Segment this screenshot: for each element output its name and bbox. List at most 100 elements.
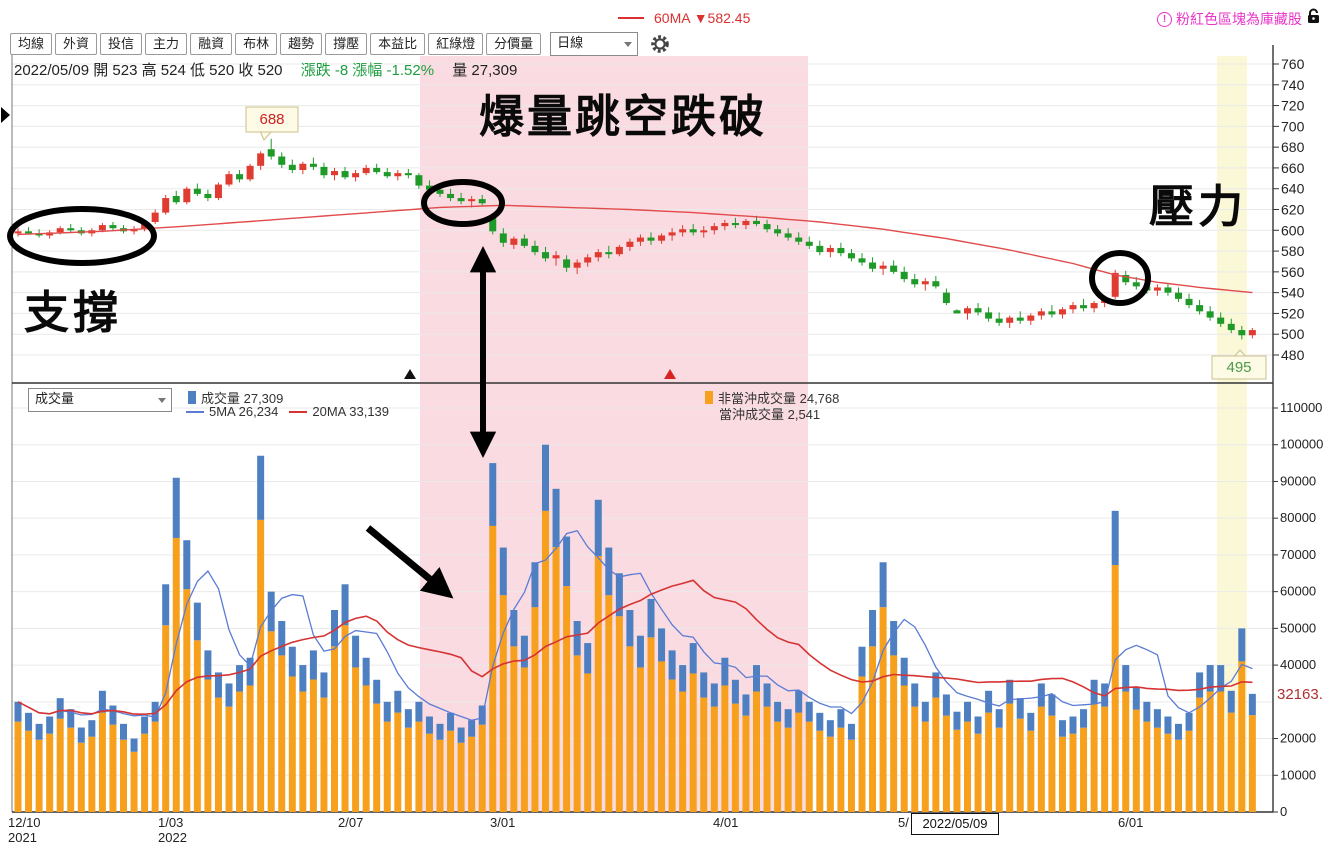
volume-bar-daytrade (236, 665, 244, 692)
volume-bar (647, 637, 655, 812)
volume-bar (67, 727, 75, 812)
toolbar-button-本益比[interactable]: 本益比 (370, 33, 426, 55)
volume-bar (56, 718, 64, 812)
volume-bar (995, 727, 1003, 812)
candle-body (1122, 274, 1130, 283)
lock-icon[interactable] (1306, 8, 1321, 25)
volume-bar (1048, 715, 1056, 812)
volume-bar (911, 706, 919, 812)
toolbar-button-趨勢[interactable]: 趨勢 (280, 33, 323, 55)
candle-body (784, 233, 792, 238)
volume-bar-daytrade (436, 723, 444, 740)
volume-bar (447, 730, 455, 812)
volume-bar (404, 727, 412, 812)
toolbar-button-投信[interactable]: 投信 (100, 33, 143, 55)
candle-body (647, 237, 655, 241)
nondaytrade-swatch (705, 391, 713, 404)
volume-bar-daytrade (932, 672, 940, 698)
volume-bar (520, 667, 528, 812)
volume-bar (183, 589, 191, 812)
volume-indicator-select[interactable]: 成交量 (28, 388, 172, 412)
toolbar-button-主力[interactable]: 主力 (145, 33, 188, 55)
volume-bar (1206, 691, 1214, 812)
volume-bar-daytrade (995, 709, 1003, 728)
toolbar-button-外資[interactable]: 外資 (55, 33, 98, 55)
gear-icon[interactable] (649, 33, 671, 55)
volume-bar-daytrade (837, 709, 845, 728)
volume-bar-daytrade (774, 701, 782, 722)
volume-ma20-line (17, 579, 1253, 716)
volume-bar (942, 715, 950, 812)
x-axis-label: 3/01 (490, 815, 516, 830)
candle-body (489, 217, 497, 232)
volume-bar-daytrade (552, 488, 560, 547)
volume-bar (964, 721, 971, 812)
candle-body (35, 233, 43, 236)
volume-bar-daytrade (162, 584, 170, 626)
candle-body (1048, 311, 1056, 315)
volume-bar-daytrade (964, 701, 971, 722)
x-axis-label: 6/01 (1118, 815, 1144, 830)
toolbar-button-均線[interactable]: 均線 (10, 33, 53, 55)
volume-bar-daytrade (14, 701, 22, 722)
pan-indicator-icon[interactable] (1, 107, 10, 123)
x-axis-label: 4/01 (713, 815, 739, 830)
volume-bar (214, 697, 222, 812)
volume-bar-daytrade (257, 455, 265, 520)
ma20-swatch (289, 410, 308, 413)
volume-bar-daytrade (742, 694, 750, 716)
volume-bar (573, 655, 581, 812)
candle-body (542, 252, 549, 259)
volume-bar (510, 646, 518, 812)
volume-bar (1175, 739, 1182, 812)
toolbar-button-融資[interactable]: 融資 (190, 33, 233, 55)
candle-body (278, 156, 286, 165)
toolbar-button-布林[interactable]: 布林 (235, 33, 278, 55)
volume-bar-daytrade (763, 683, 771, 707)
volume-bar-daytrade (25, 712, 33, 731)
volume-bar (605, 595, 613, 812)
ma20-label: 20MA 33,139 (312, 404, 390, 419)
quote-ohlc: 2022/05/09 開 523 高 524 低 520 收 520 (14, 62, 283, 79)
candle-body (531, 245, 539, 253)
volume-bar-daytrade (826, 720, 834, 737)
toolbar-button-撐壓[interactable]: 撐壓 (325, 33, 368, 55)
candle-body (510, 238, 518, 245)
volume-bar-daytrade (141, 716, 149, 734)
volume-bar-daytrade (341, 584, 349, 626)
volume-bar (151, 721, 159, 812)
candle-body (151, 212, 159, 222)
volume-bar-daytrade (77, 727, 85, 743)
volume-bar-daytrade (911, 683, 919, 707)
volume-bar-daytrade (1048, 694, 1056, 716)
volume-bar-daytrade (1016, 698, 1024, 719)
volume-bar-daytrade (457, 727, 465, 743)
toolbar-button-紅綠燈[interactable]: 紅綠燈 (428, 33, 484, 55)
toolbar-button-分價量[interactable]: 分價量 (486, 33, 542, 55)
volume-bar-daytrade (425, 716, 433, 734)
volume-bar (1143, 721, 1151, 812)
volume-bar-daytrade (172, 477, 180, 538)
candle-body (742, 220, 750, 226)
volume-bar-daytrade (921, 701, 929, 722)
volume-bar (1238, 661, 1246, 812)
pink-treasury-band (420, 56, 808, 812)
volume-legend-ma: 5MA 26,234 20MA 33,139 (186, 404, 389, 419)
resistance-ellipse (1089, 250, 1151, 306)
price-axis-label: 640 (1281, 181, 1305, 197)
toolbar: 均線 外資 投信 主力 融資 布林 趨勢 撐壓 本益比 紅綠燈 分價量 日線 (10, 32, 671, 56)
candle-body (183, 188, 191, 203)
volume-current-marker: 32163. (1277, 686, 1323, 703)
candle-body (816, 245, 824, 253)
price-axis-label: 540 (1281, 285, 1305, 301)
candle-body (774, 229, 782, 234)
volume-bar-daytrade (1217, 665, 1225, 692)
period-select[interactable]: 日線 (550, 32, 639, 56)
candle-body (837, 247, 845, 254)
candle-body (858, 258, 866, 263)
volume-bar-daytrade (679, 665, 687, 692)
volume-bar (1027, 730, 1035, 812)
quote-volume: 量 27,309 (452, 62, 518, 79)
period-select-value: 日線 (557, 35, 584, 50)
candle-body (721, 223, 729, 227)
